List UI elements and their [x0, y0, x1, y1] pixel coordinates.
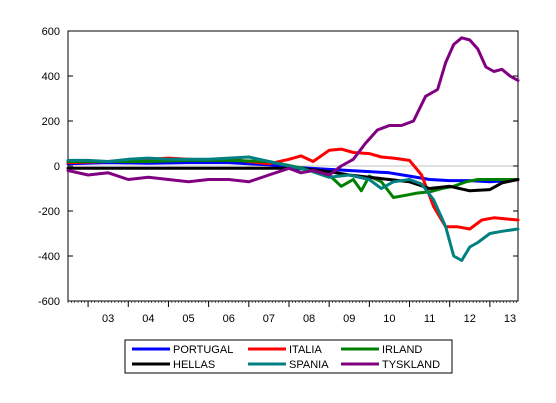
x-tick-label: 10 [383, 313, 395, 325]
x-tick-label: 03 [102, 313, 114, 325]
legend-label-spania: SPANIA [289, 359, 329, 371]
x-tick-label: 08 [303, 313, 315, 325]
legend-label-tyskland: TYSKLAND [382, 359, 440, 371]
legend-label-hellas: HELLAS [173, 359, 215, 371]
legend: PORTUGAL ITALIA IRLAND HELLAS SPANIA TYSKLAND [125, 340, 452, 373]
x-axis: 03 04 05 06 07 08 09 10 11 12 13 [68, 301, 517, 325]
y-tick-label: 600 [42, 26, 60, 38]
legend-label-italia: ITALIA [289, 344, 322, 356]
legend-label-irland: IRLAND [382, 344, 422, 356]
x-tick-label: 05 [182, 313, 194, 325]
y-tick-label: 200 [42, 116, 60, 128]
x-tick-label: 06 [223, 313, 235, 325]
x-tick-label: 07 [263, 313, 275, 325]
x-tick-label: 04 [142, 313, 154, 325]
x-tick-label: 11 [424, 313, 435, 325]
y-tick-label: -600 [38, 296, 60, 308]
y-tick-label: 0 [54, 161, 60, 173]
legend-label-portugal: PORTUGAL [173, 344, 233, 356]
y-tick-label: -400 [38, 251, 60, 263]
x-tick-label: 13 [504, 313, 516, 325]
y-tick-label: -200 [38, 206, 60, 218]
x-tick-label: 12 [464, 313, 476, 325]
y-tick-label: 400 [42, 71, 60, 83]
x-tick-label: 09 [343, 313, 355, 325]
